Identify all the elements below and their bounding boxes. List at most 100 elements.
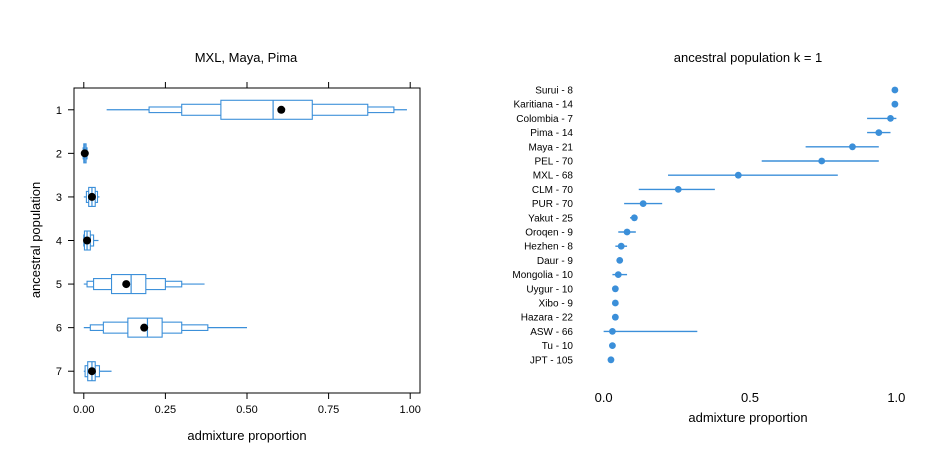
left-x-tick-label: 0.50 <box>236 404 257 416</box>
dot-point <box>630 214 638 222</box>
left-y-tick-label: 1 <box>56 105 62 117</box>
boxplot-group <box>83 230 99 251</box>
right-dots <box>603 86 899 364</box>
boxplot-group <box>106 99 407 120</box>
dot-group <box>603 328 698 335</box>
right-x-tick-label: 0.0 <box>595 390 613 405</box>
boxplot-mean-dot <box>87 192 96 201</box>
right-category-label: Tu - 10 <box>542 341 574 352</box>
left-top-ticks <box>83 82 411 88</box>
right-category-label: MXL - 68 <box>533 171 574 182</box>
left-y-tick-label: 6 <box>56 323 62 335</box>
left-chart-title: MXL, Maya, Pima <box>195 50 298 65</box>
left-y-ticks: 1 2 3 4 5 6 7 <box>56 105 74 378</box>
boxplot-group <box>83 317 247 338</box>
right-chart-title: ancestral population k = 1 <box>674 50 823 65</box>
left-x-axis-label: admixture proportion <box>187 428 306 443</box>
boxplot-level <box>220 99 313 120</box>
boxplot-mean-dot <box>80 149 89 158</box>
dot-point <box>734 171 742 179</box>
dot-point <box>891 100 899 108</box>
dot-point <box>623 228 631 236</box>
left-x-tick-label: 1.00 <box>399 404 420 416</box>
right-category-labels: Surui - 8 Karitiana - 14 Colombia - 7 Pima … <box>512 86 573 367</box>
dot-point <box>639 200 647 208</box>
right-category-label: Karitiana - 14 <box>514 100 574 111</box>
dot-group <box>611 313 619 321</box>
right-x-ticks: 0.0 0.5 1.0 <box>595 390 906 405</box>
right-category-label: Colombia - 7 <box>516 114 573 125</box>
dot-group <box>607 356 615 364</box>
right-x-tick-label: 0.5 <box>741 390 759 405</box>
dot-group <box>629 214 638 222</box>
dot-group <box>668 171 838 179</box>
right-category-label: JPT - 105 <box>530 355 574 366</box>
dot-group <box>867 115 897 122</box>
boxplot-mean-dot <box>122 280 131 289</box>
dot-group <box>611 299 619 307</box>
right-x-tick-label: 1.0 <box>887 390 905 405</box>
right-category-label: Xibo - 9 <box>539 299 574 310</box>
dot-group <box>618 228 636 236</box>
left-x-tick-label: 0.75 <box>318 404 339 416</box>
right-category-label: Mongolia - 10 <box>512 270 573 281</box>
dot-point <box>616 257 624 264</box>
right-category-label: Surui - 8 <box>535 86 573 97</box>
right-category-label: ASW - 66 <box>530 327 573 338</box>
right-category-label: PEL - 70 <box>534 157 573 168</box>
dot-group <box>615 242 628 250</box>
left-x-tick-label: 0.00 <box>73 404 94 416</box>
dot-group <box>805 143 879 151</box>
boxplot-group <box>83 274 205 295</box>
dot-point <box>849 143 856 151</box>
dot-point <box>818 157 826 165</box>
right-category-label: CLM - 70 <box>532 185 574 196</box>
right-category-label: Pima - 14 <box>530 128 573 139</box>
right-category-label: Maya - 21 <box>529 142 574 153</box>
dot-point <box>607 356 615 364</box>
dot-point <box>611 313 619 321</box>
left-y-tick-label: 7 <box>56 366 62 378</box>
left-y-tick-label: 2 <box>56 148 62 160</box>
dot-group <box>638 186 715 193</box>
left-panel: MXL, Maya, Pima 0.00 0.25 0.50 0.75 1.00 1 2 3… <box>28 50 421 443</box>
dot-group <box>609 342 616 349</box>
right-category-label: Yakut - 25 <box>528 213 573 224</box>
right-category-label: Hazara - 22 <box>521 313 574 324</box>
right-category-label: Oroqen - 9 <box>525 228 573 239</box>
left-y-tick-label: 5 <box>56 279 62 291</box>
right-category-label: Hezhen - 8 <box>524 242 573 253</box>
left-y-tick-label: 3 <box>56 192 62 204</box>
dot-group <box>612 271 628 278</box>
left-boxplots <box>80 99 407 382</box>
right-category-label: Uygur - 10 <box>526 284 573 295</box>
dot-point <box>609 328 616 335</box>
boxplot-group <box>80 143 89 164</box>
left-y-axis-label: ancestral population <box>28 182 43 298</box>
boxplot-group <box>83 186 100 207</box>
boxplot-group <box>83 361 112 382</box>
dot-group <box>891 86 899 94</box>
dot-group <box>624 200 663 208</box>
dot-group <box>891 100 899 108</box>
dot-point <box>617 242 625 250</box>
dot-point <box>609 342 616 349</box>
dot-point <box>875 129 883 137</box>
boxplot-mean-dot <box>83 236 92 245</box>
dot-group <box>867 129 891 137</box>
dot-group <box>611 285 619 293</box>
dot-point <box>614 271 622 278</box>
boxplot-mean-dot <box>277 105 286 114</box>
dot-group <box>761 157 879 165</box>
left-y-tick-label: 4 <box>56 236 62 248</box>
dot-group <box>616 257 624 264</box>
dot-point <box>611 299 619 307</box>
right-category-label: PUR - 70 <box>532 199 574 210</box>
dot-point <box>891 86 899 94</box>
left-plot-frame <box>73 87 421 394</box>
right-category-label: Daur - 9 <box>537 256 574 267</box>
right-panel: ancestral population k = 1 Surui - 8 Kari… <box>512 50 905 425</box>
right-x-axis-label: admixture proportion <box>688 410 807 425</box>
